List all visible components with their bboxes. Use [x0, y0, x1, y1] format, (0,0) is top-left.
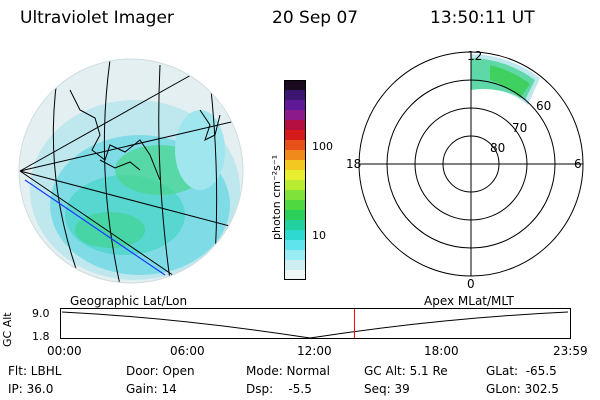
colorbar-segment: [284, 200, 306, 211]
filter-status: Flt: LBHL: [8, 364, 62, 378]
apex-title: Apex MLat/MLT: [424, 294, 514, 308]
colorbar-segment: [284, 80, 306, 91]
colorbar-frame: [284, 80, 306, 280]
colorbar-segment: [284, 260, 306, 271]
x-tick-1200: 12:00: [297, 344, 332, 358]
colorbar-tick-10: 10: [312, 229, 326, 242]
ip-status: IP: 36.0: [8, 382, 54, 396]
x-tick-1800: 18:00: [424, 344, 459, 358]
seq-status: Seq: 39: [364, 382, 410, 396]
mode-status: Mode: Normal: [246, 364, 330, 378]
mlt-label-0: 0: [467, 277, 475, 290]
colorbar-segment: [284, 210, 306, 221]
colorbar: [284, 80, 306, 280]
glon-status: GLon: 302.5: [486, 382, 559, 396]
time-label: 13:50:11 UT: [430, 8, 535, 28]
colorbar-segment: [284, 250, 306, 261]
lat-label-60: 60: [536, 99, 551, 113]
x-tick-2359: 23:59: [553, 344, 588, 358]
geographic-title: Geographic Lat/Lon: [70, 294, 188, 308]
door-status: Door: Open: [126, 364, 195, 378]
instrument-title: Ultraviolet Imager: [20, 8, 174, 28]
altitude-track: [60, 308, 571, 339]
altitude-axis-label: GC Alt: [1, 312, 14, 347]
colorbar-unit-label: photon cm⁻²s⁻¹: [270, 154, 283, 240]
glat-status: GLat: -65.5: [486, 364, 557, 378]
colorbar-segment: [284, 140, 306, 151]
lat-label-80: 80: [490, 141, 505, 155]
mlt-label-6: 6: [574, 157, 582, 171]
x-tick-0600: 06:00: [170, 344, 205, 358]
colorbar-segment: [284, 190, 306, 201]
colorbar-segment: [284, 180, 306, 191]
gc-alt-status: GC Alt: 5.1 Re: [364, 364, 448, 378]
colorbar-tick-100: 100: [312, 140, 333, 153]
polar-plot: 12 18 6 0 60 70 80: [346, 49, 584, 290]
colorbar-segment: [284, 230, 306, 241]
colorbar-segment: [284, 110, 306, 121]
x-tick-0000: 00:00: [47, 344, 82, 358]
gain-status: Gain: 14: [126, 382, 177, 396]
colorbar-segment: [284, 170, 306, 181]
mlt-label-18: 18: [346, 157, 361, 171]
colorbar-segment: [284, 270, 306, 280]
altitude-tick-high: 9.0: [32, 307, 50, 320]
lat-label-70: 70: [512, 121, 527, 135]
colorbar-segment: [284, 120, 306, 131]
colorbar-segment: [284, 160, 306, 171]
date-label: 20 Sep 07: [272, 8, 359, 28]
colorbar-segment: [284, 220, 306, 231]
mlt-label-12: 12: [467, 49, 482, 63]
colorbar-segment: [284, 130, 306, 141]
colorbar-segment: [284, 90, 306, 101]
colorbar-segment: [284, 150, 306, 161]
geographic-image: [18, 58, 244, 284]
colorbar-segment: [284, 240, 306, 251]
altitude-tick-low: 1.8: [32, 330, 50, 343]
colorbar-segment: [284, 100, 306, 111]
dsp-status: Dsp: -5.5: [246, 382, 312, 396]
